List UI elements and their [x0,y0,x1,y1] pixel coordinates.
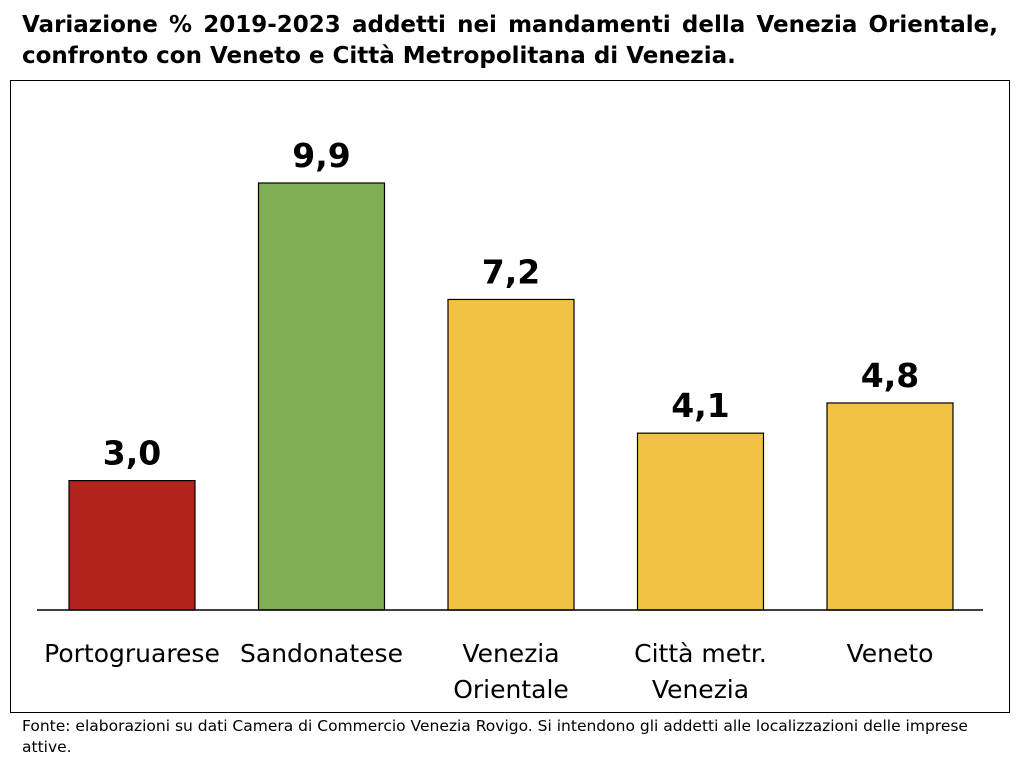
data-label-3: 7,2 [482,252,540,291]
chart-title: Variazione % 2019-2023 addetti nei manda… [22,12,998,69]
source-note: Fonte: elaborazioni su dati Camera di Co… [22,717,968,756]
category-label-2: Sandonatese [240,639,403,668]
bar-4 [636,432,765,611]
data-label-1: 3,0 [103,434,161,473]
bar-2 [257,182,386,611]
data-label-5: 4,8 [861,356,919,395]
data-label-4: 4,1 [671,386,729,425]
bar-5 [826,402,954,611]
category-label-1: Portogruarese [44,639,220,668]
bar-1 [68,480,196,611]
category-label-5: Veneto [847,639,934,668]
category-label-3: Venezia Orientale [453,639,569,704]
bar-3 [447,298,575,611]
data-label-2: 9,9 [292,136,350,175]
category-label-4: Città metr. Venezia [634,639,767,704]
